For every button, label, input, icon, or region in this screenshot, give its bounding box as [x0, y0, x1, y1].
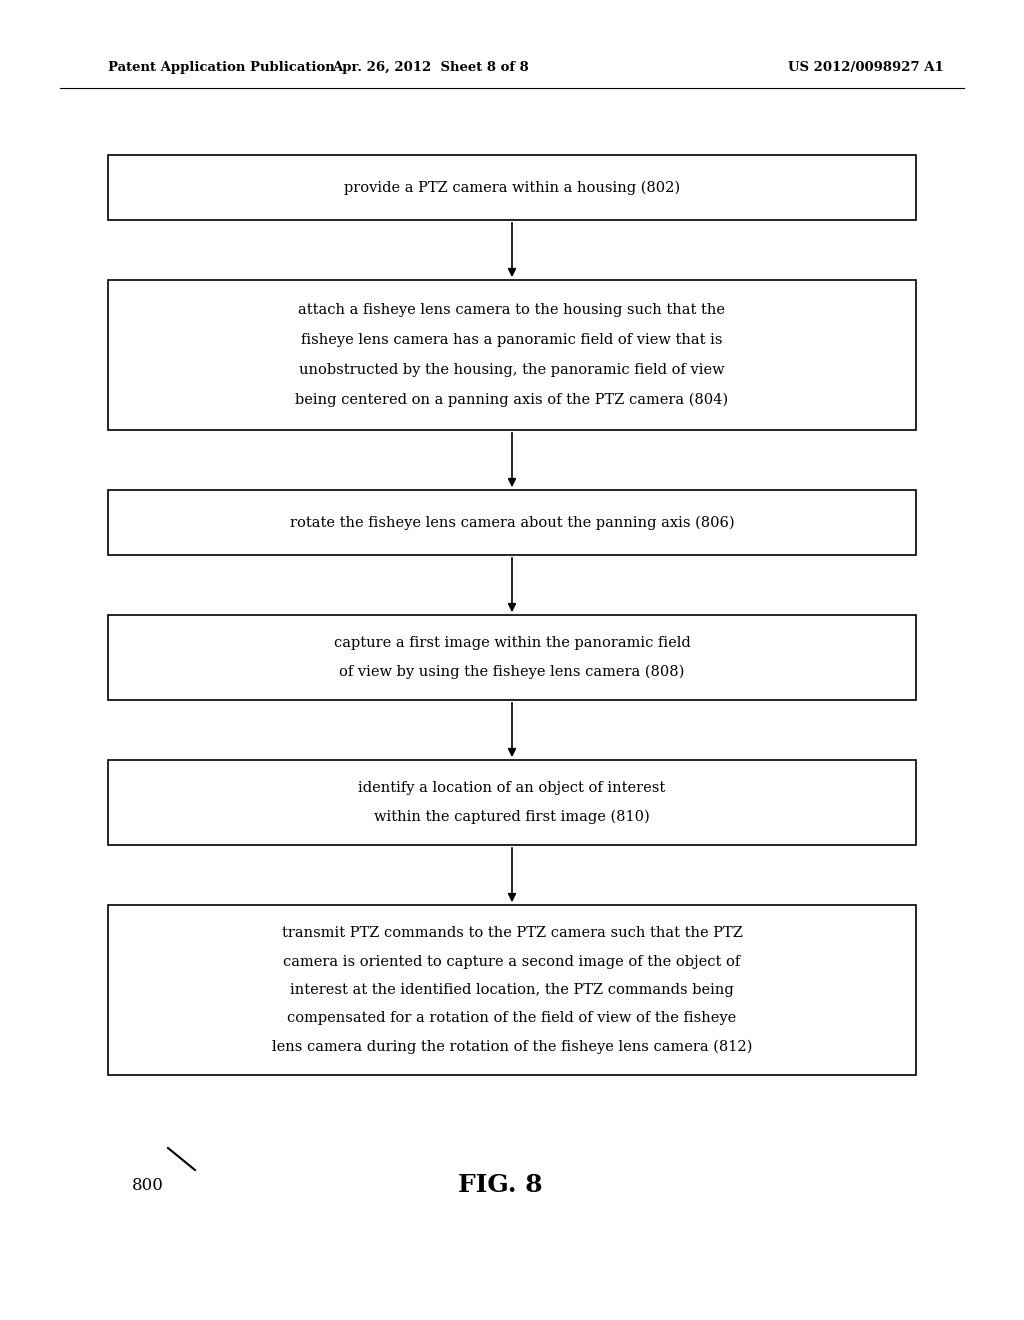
Text: US 2012/0098927 A1: US 2012/0098927 A1	[788, 62, 944, 74]
Text: camera is oriented to capture a second image of the object of: camera is oriented to capture a second i…	[284, 954, 740, 969]
Text: interest at the identified location, the PTZ commands being: interest at the identified location, the…	[290, 983, 734, 997]
Bar	[108, 280, 916, 430]
Bar	[108, 615, 916, 700]
Text: fisheye lens camera has a panoramic field of view that is: fisheye lens camera has a panoramic fiel…	[301, 333, 723, 347]
Text: FIG. 8: FIG. 8	[458, 1173, 543, 1197]
Text: transmit PTZ commands to the PTZ camera such that the PTZ: transmit PTZ commands to the PTZ camera …	[282, 927, 742, 940]
Text: lens camera during the rotation of the fisheye lens camera (812): lens camera during the rotation of the f…	[271, 1039, 753, 1053]
Text: 800: 800	[132, 1176, 164, 1193]
Text: identify a location of an object of interest: identify a location of an object of inte…	[358, 781, 666, 796]
Bar	[108, 490, 916, 554]
Bar	[108, 906, 916, 1074]
Text: compensated for a rotation of the field of view of the fisheye: compensated for a rotation of the field …	[288, 1011, 736, 1026]
Text: provide a PTZ camera within a housing (802): provide a PTZ camera within a housing (8…	[344, 181, 680, 194]
Bar	[108, 760, 916, 845]
Text: within the captured first image (810): within the captured first image (810)	[374, 809, 650, 824]
Text: unobstructed by the housing, the panoramic field of view: unobstructed by the housing, the panoram…	[299, 363, 725, 378]
Text: Apr. 26, 2012  Sheet 8 of 8: Apr. 26, 2012 Sheet 8 of 8	[332, 62, 528, 74]
Text: Patent Application Publication: Patent Application Publication	[108, 62, 335, 74]
Text: being centered on a panning axis of the PTZ camera (804): being centered on a panning axis of the …	[296, 393, 728, 407]
Text: of view by using the fisheye lens camera (808): of view by using the fisheye lens camera…	[339, 664, 685, 678]
Text: rotate the fisheye lens camera about the panning axis (806): rotate the fisheye lens camera about the…	[290, 515, 734, 529]
Text: capture a first image within the panoramic field: capture a first image within the panoram…	[334, 636, 690, 651]
Text: attach a fisheye lens camera to the housing such that the: attach a fisheye lens camera to the hous…	[299, 304, 725, 317]
Bar	[108, 154, 916, 220]
